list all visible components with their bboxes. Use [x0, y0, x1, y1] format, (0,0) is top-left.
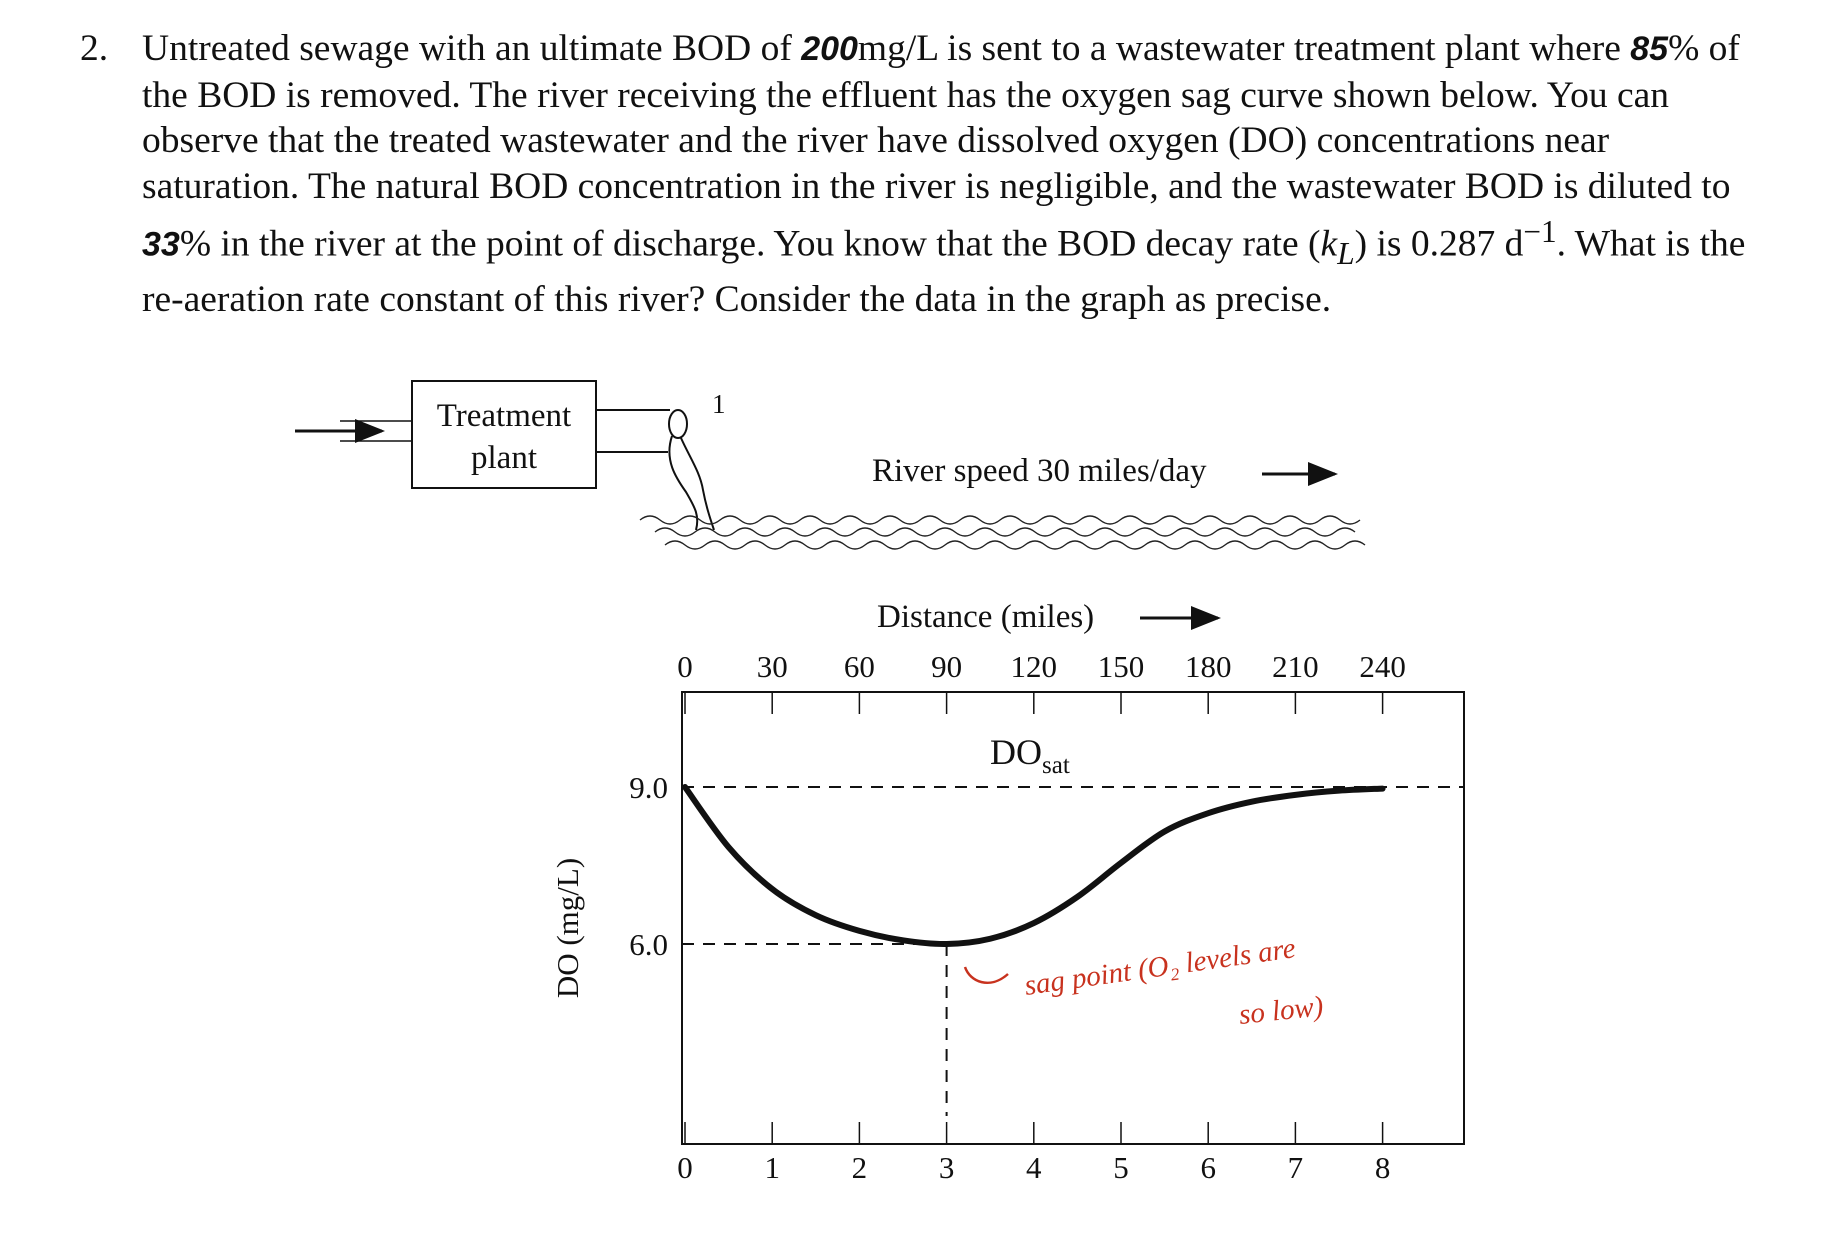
bottom-tick-label: 5 [1113, 1150, 1129, 1185]
top-tick-label: 240 [1359, 649, 1406, 684]
bottom-tick-label: 7 [1288, 1150, 1304, 1185]
top-tick-label: 0 [677, 649, 693, 684]
problem-number: 2. [80, 28, 109, 69]
river-speed-label: River speed 30 miles/day [872, 453, 1207, 489]
oxygen-sag-curve [682, 784, 1386, 948]
annotation-text: so low) [1237, 990, 1324, 1031]
top-tick-label: 210 [1272, 649, 1319, 684]
problem-text-part: mg/L is sent to a wastewater treatment p… [857, 28, 1631, 69]
y-tick-label: 9.0 [629, 770, 668, 805]
bottom-tick-label: 0 [677, 1150, 693, 1185]
problem-text-part: . What is the re-aeration rate constant … [142, 223, 1746, 320]
bottom-tick-label: 3 [939, 1150, 955, 1185]
bottom-tick-label: 1 [764, 1150, 780, 1185]
dosat-text: DO [990, 732, 1042, 772]
plot-frame [681, 691, 1465, 1145]
outfall-pipe: 1 [596, 389, 726, 531]
removal-value: 85 [1630, 30, 1669, 68]
y-axis-label: DO (mg/L) [550, 858, 585, 998]
problem-text-part: % of the BOD is removed. The river recei… [142, 28, 1740, 207]
problem-text-part: ) is 0.287 d [1354, 223, 1524, 265]
k-subscript: L [1337, 236, 1355, 272]
annotation-hook [963, 966, 1009, 985]
problem-text: Untreated sewage with an ultimate BOD of… [142, 26, 1760, 323]
top-tick-label: 120 [1011, 649, 1058, 684]
problem-text-part: % in the river at the point of discharge… [179, 223, 1321, 265]
plant-label: plant [471, 440, 537, 476]
top-tick-label: 180 [1185, 649, 1232, 684]
top-tick-label: 150 [1098, 649, 1145, 684]
inflow-arrow [295, 419, 412, 443]
unit-exponent: −1 [1523, 214, 1557, 250]
top-tick-label: 90 [931, 649, 962, 684]
problem-statement: 2. Untreated sewage with an ultimate BOD… [80, 26, 1760, 323]
bottom-tick-label: 4 [1026, 1150, 1042, 1185]
treatment-plant: Treatment plant [411, 380, 597, 489]
bottom-tick-label: 8 [1375, 1150, 1391, 1185]
top-tick-label: 30 [757, 649, 788, 684]
top-tick-label: 60 [844, 649, 875, 684]
y-tick-label: 6.0 [629, 927, 668, 962]
discharge-point-label: 1 [712, 389, 726, 419]
k-symbol: k [1320, 223, 1338, 265]
distance-axis-label: Distance (miles) [877, 599, 1094, 635]
bottom-tick-label: 2 [852, 1150, 868, 1185]
annotation-text: sag point (O₂ levels are [1023, 932, 1298, 1002]
bod-value: 200 [801, 30, 858, 68]
dilution-value: 33 [142, 225, 180, 264]
sag-point-annotation: sag point (O₂ levels are so low) [963, 932, 1325, 1031]
river-waves [639, 515, 1366, 550]
bottom-tick-label: 6 [1200, 1150, 1216, 1185]
chart-layer: 0 30 60 90 120 150 180 210 240 0 1 2 3 4 5 6 7 8 9.0 6.0 [629, 649, 1464, 1185]
plant-label: Treatment [437, 398, 571, 434]
dosat-label: DOsat [990, 732, 1070, 779]
dosat-subscript: sat [1042, 752, 1070, 779]
problem-text-part: Untreated sewage with an ultimate BOD of [142, 28, 802, 69]
